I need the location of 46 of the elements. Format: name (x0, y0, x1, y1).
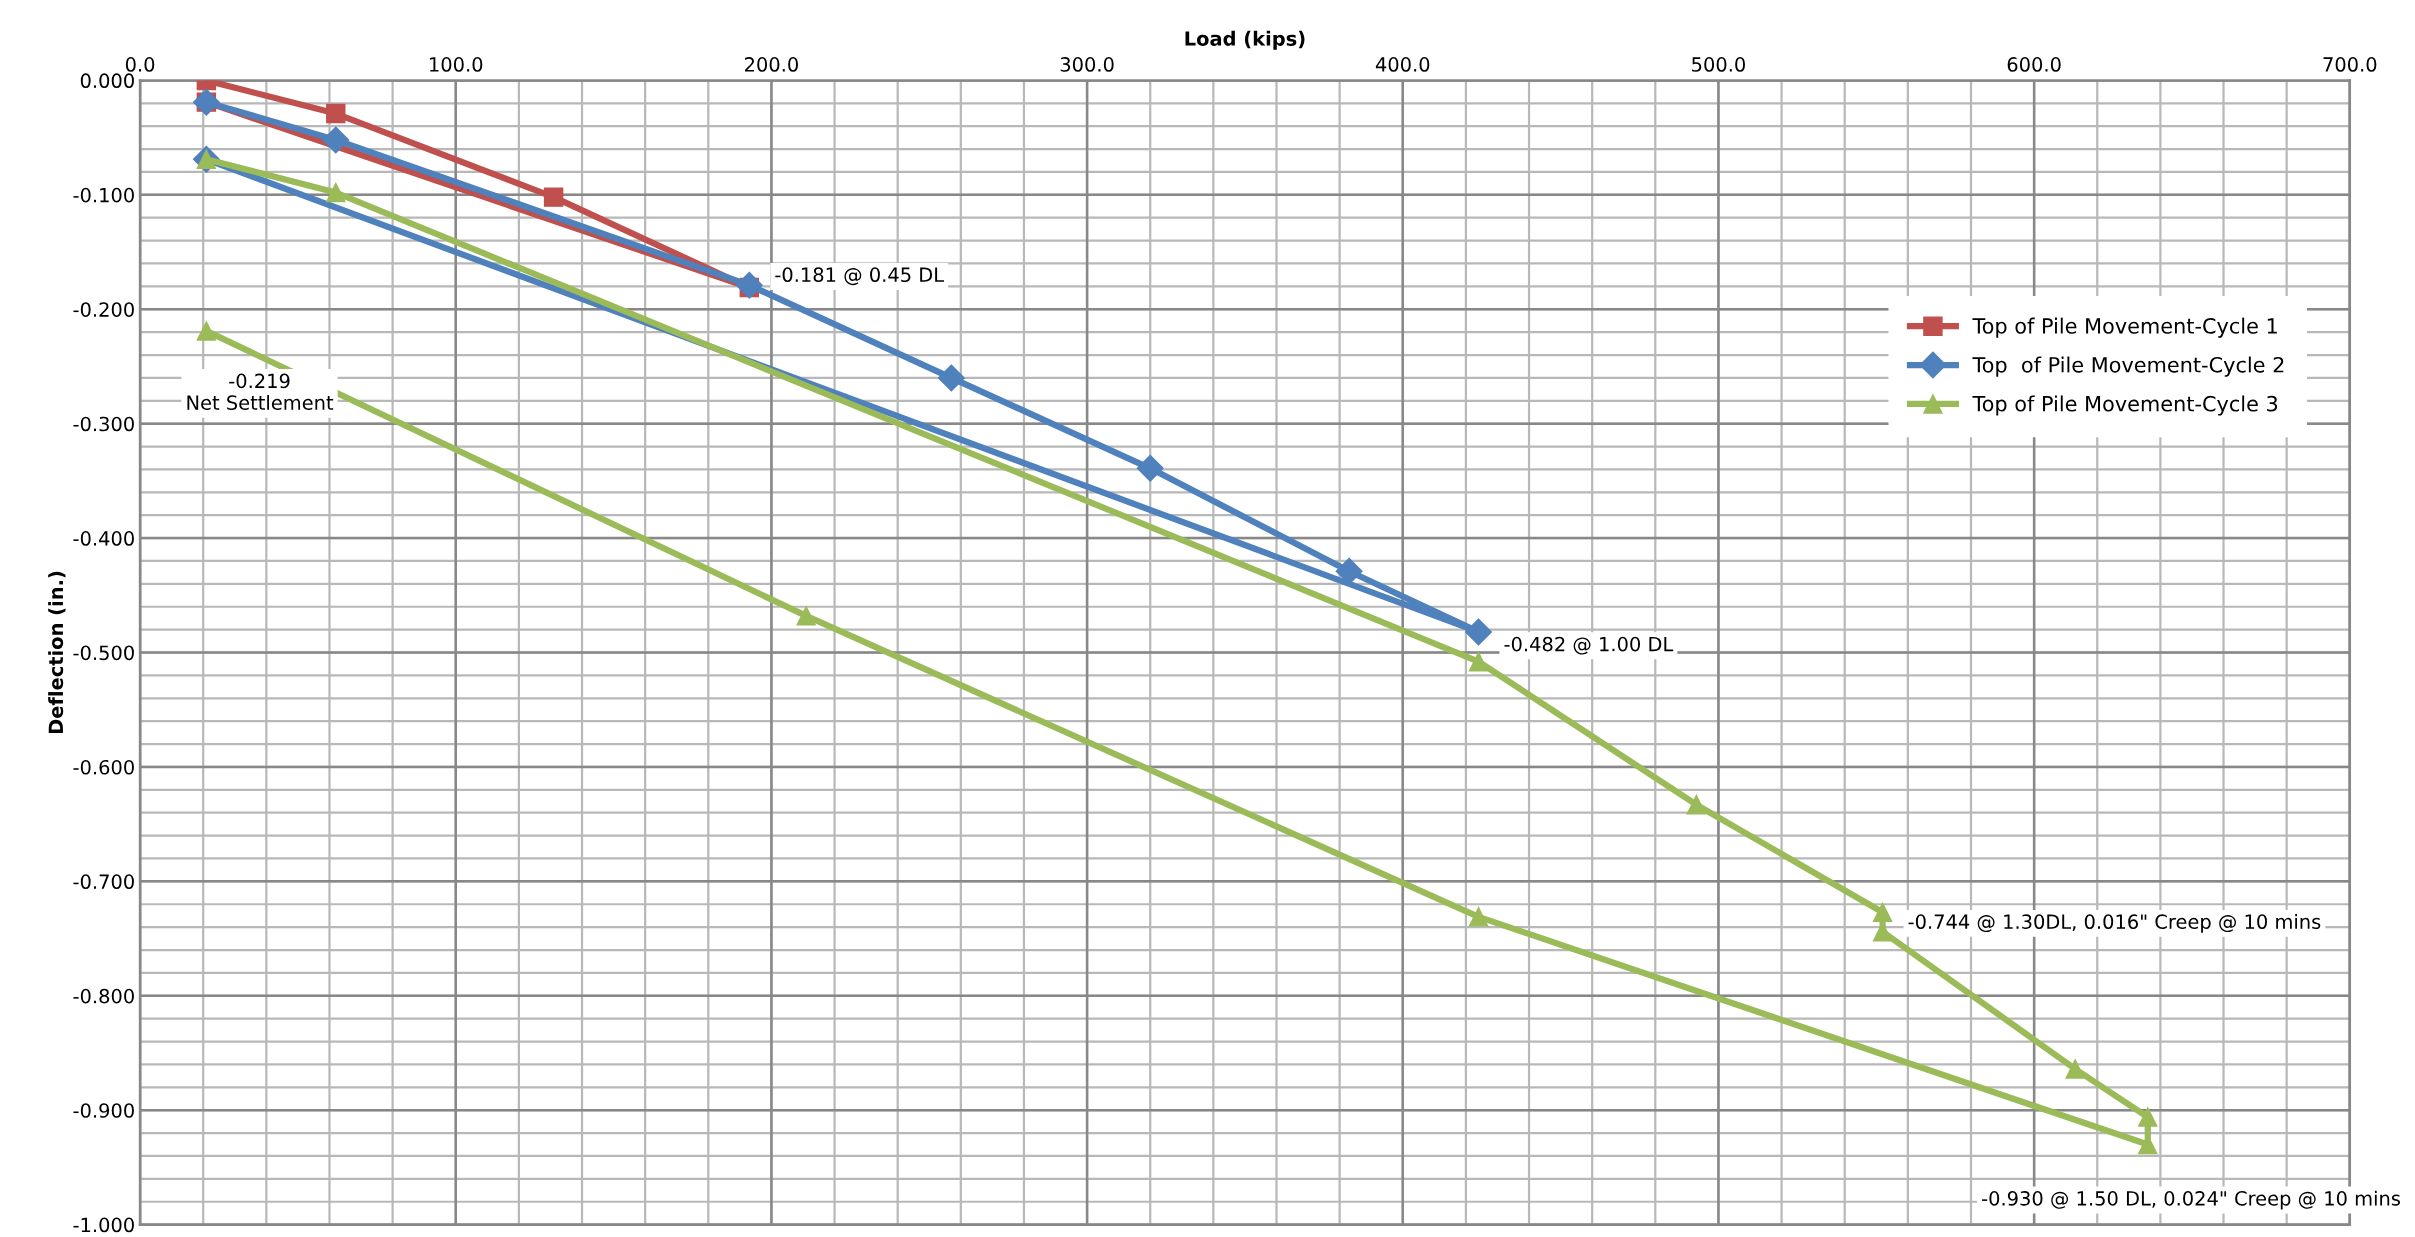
x-tick-label: 500.0 (1692, 57, 1745, 72)
point (326, 182, 346, 203)
point (196, 321, 217, 341)
annotation: -0.219 Net Settlement (187, 373, 334, 411)
x-axis-title: Load (kips) (1185, 30, 1305, 50)
point (937, 364, 965, 392)
y-tick-label: -0.200 (73, 302, 134, 317)
y-tick-label: -0.800 (73, 988, 134, 1004)
y-tick-label: -0.700 (73, 874, 134, 890)
x-tick-label: 100.0 (430, 57, 483, 72)
y-tick-label: -1.000 (73, 1217, 134, 1233)
legend-label: Top of Pile Movement-Cycle 3 (1972, 395, 2278, 416)
point (1335, 557, 1363, 585)
point (543, 187, 564, 207)
point (796, 606, 816, 626)
annotation: -0.930 @ 1.50 DL, 0.024" Creep @ 10 mins (1982, 1190, 2400, 1210)
y-tick-label: -0.600 (73, 759, 134, 775)
x-tick-label: 600.0 (2007, 57, 2061, 72)
point (1465, 618, 1492, 646)
y-tick-label: -0.100 (73, 187, 134, 203)
x-tick-label: 400.0 (1375, 57, 1430, 72)
point (1686, 794, 1707, 815)
x-tick-label: 300.0 (1060, 57, 1114, 72)
legend-label: Top of Pile Movement-Cycle 2 (1972, 356, 2284, 377)
point (1468, 907, 1489, 927)
y-tick-label: -0.300 (73, 416, 134, 432)
annotation: -0.744 @ 1.30DL, 0.016" Creep @ 10 mins (1908, 913, 2321, 933)
point (2138, 1107, 2158, 1127)
x-tick-label: 200.0 (745, 57, 798, 72)
point (1468, 651, 1489, 672)
point (326, 103, 346, 124)
point (735, 271, 763, 299)
annotation: -0.482 @ 1.00 DL (1504, 636, 1674, 655)
point (1872, 902, 1893, 922)
point (2065, 1059, 2085, 1079)
point (1136, 454, 1164, 482)
annotation: -0.181 @ 0.45 DL (775, 267, 944, 286)
legend-label: Top of Pile Movement-Cycle 1 (1972, 317, 2277, 338)
x-tick-label: 0.0 (125, 57, 155, 72)
y-axis-title: Deflection (in.) (48, 571, 66, 734)
y-tick-label: -0.500 (73, 645, 134, 661)
x-tick-label: 700.0 (2323, 57, 2377, 72)
y-tick-label: 0.000 (80, 73, 134, 89)
y-tick-label: -0.400 (73, 531, 134, 546)
point (322, 126, 350, 154)
y-tick-label: -0.900 (73, 1103, 134, 1118)
